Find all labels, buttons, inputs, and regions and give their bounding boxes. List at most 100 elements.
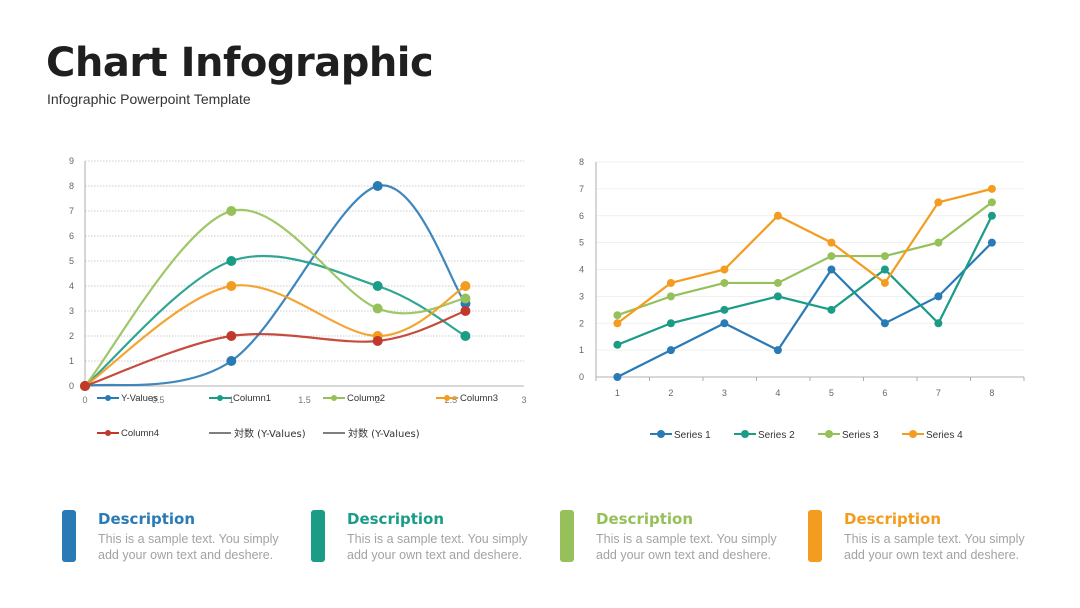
series-line-series-3 <box>617 201 993 317</box>
legend-label: Series 1 <box>674 430 711 441</box>
legend-marker <box>444 395 450 401</box>
data-point <box>226 356 237 366</box>
card-body: This is a sample text. You simply add yo… <box>98 532 279 562</box>
y-tick-label: 6 <box>579 211 584 221</box>
series-curve-column3 <box>84 284 467 387</box>
data-point <box>987 184 996 193</box>
card-body: This is a sample text. You simply add yo… <box>347 532 528 562</box>
data-point <box>372 181 383 191</box>
legend-label: Series 4 <box>926 430 963 441</box>
description-card-3: Description This is a sample text. You s… <box>560 510 795 565</box>
card-color-bar <box>62 510 76 562</box>
y-tick-label: 5 <box>69 256 74 266</box>
legend-marker <box>217 395 223 401</box>
card-heading: Description <box>347 510 445 528</box>
card-color-bar <box>560 510 574 562</box>
data-point <box>666 292 675 301</box>
data-point <box>372 336 383 346</box>
x-tick-label: 2 <box>375 395 380 405</box>
data-point <box>226 281 237 291</box>
x-tick-label: 0 <box>82 395 87 405</box>
legend-label: Series 3 <box>842 430 879 441</box>
data-point <box>666 319 675 328</box>
legend-label: Column4 <box>121 428 159 439</box>
data-point <box>720 305 729 314</box>
y-tick-label: 3 <box>579 291 584 301</box>
y-tick-label: 2 <box>69 331 74 341</box>
card-heading: Description <box>844 510 942 528</box>
data-point <box>226 331 237 341</box>
data-point <box>934 238 943 247</box>
legend-label: 対数 (Y-Values) <box>348 427 420 440</box>
x-tick-label: 3 <box>521 395 526 405</box>
legend-marker <box>105 395 111 401</box>
x-tick-label: 2.5 <box>445 395 458 405</box>
series-curve-column2 <box>84 208 466 387</box>
data-point <box>460 306 471 316</box>
x-tick-label: 1 <box>615 388 620 398</box>
data-point <box>773 292 782 301</box>
y-tick-label: 3 <box>69 306 74 316</box>
data-point <box>827 252 836 261</box>
y-tick-label: 7 <box>69 206 74 216</box>
x-tick-label: 2 <box>668 388 673 398</box>
y-tick-label: 6 <box>69 231 74 241</box>
y-tick-label: 0 <box>69 381 74 391</box>
data-point <box>934 319 943 328</box>
data-point <box>934 198 943 207</box>
legend-marker <box>909 430 917 438</box>
y-tick-label: 7 <box>579 184 584 194</box>
data-point <box>80 381 90 391</box>
y-tick-label: 4 <box>69 281 74 291</box>
y-tick-label: 4 <box>579 265 584 275</box>
data-point <box>460 293 471 304</box>
legend-label: Column3 <box>460 393 498 404</box>
x-tick-label: 1 <box>229 395 234 405</box>
description-card-2: Description This is a sample text. You s… <box>311 510 546 565</box>
data-point <box>666 346 675 355</box>
page-subtitle: Infographic Powerpoint Template <box>47 91 251 107</box>
data-point <box>880 252 889 261</box>
data-point <box>987 198 996 207</box>
legend-label: 対数 (Y-Values) <box>234 427 306 440</box>
card-body: This is a sample text. You simply add yo… <box>596 532 777 562</box>
card-body: This is a sample text. You simply add yo… <box>844 532 1025 562</box>
series-curve-column4 <box>84 309 466 388</box>
series-line-series-4 <box>616 187 993 325</box>
data-point <box>613 373 622 381</box>
y-tick-label: 9 <box>69 156 74 166</box>
data-point <box>827 305 836 314</box>
legend-marker <box>741 430 749 438</box>
x-tick-label: 8 <box>989 388 994 398</box>
data-point <box>987 211 996 220</box>
data-point <box>613 319 622 328</box>
data-point <box>613 311 622 320</box>
card-heading: Description <box>596 510 694 528</box>
data-point <box>666 278 675 287</box>
y-tick-label: 1 <box>69 356 74 366</box>
data-point <box>987 238 996 247</box>
series-curve-column1 <box>84 254 467 387</box>
card-heading: Description <box>98 510 196 528</box>
data-point <box>773 346 782 355</box>
x-tick-label: 1.5 <box>298 395 311 405</box>
x-tick-label: 0.5 <box>152 395 165 405</box>
y-tick-label: 0 <box>579 372 584 382</box>
y-tick-label: 5 <box>579 238 584 248</box>
page-title: Chart Infographic <box>46 40 434 86</box>
data-point <box>460 331 471 341</box>
data-point <box>827 238 836 247</box>
data-point <box>773 278 782 287</box>
data-point <box>720 278 729 287</box>
data-point <box>226 256 237 266</box>
data-point <box>720 265 729 274</box>
data-point <box>880 265 889 274</box>
legend-marker <box>657 430 665 438</box>
data-point <box>773 211 782 220</box>
data-point <box>880 278 889 287</box>
legend-marker <box>331 395 337 401</box>
data-point <box>226 206 237 216</box>
y-tick-label: 2 <box>579 318 584 328</box>
data-point <box>934 292 943 301</box>
